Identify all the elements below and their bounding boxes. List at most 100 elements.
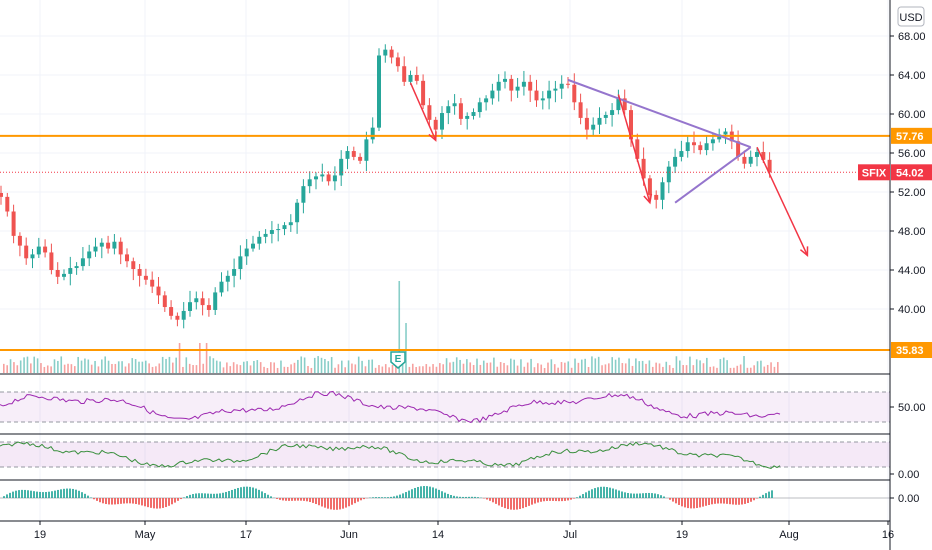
volume-bar	[303, 357, 306, 373]
volume-bar	[354, 364, 357, 373]
candle-body	[377, 55, 381, 128]
macd-bar	[675, 498, 677, 504]
macd-bar	[240, 487, 242, 498]
candle-body	[307, 179, 312, 187]
volume-bar	[148, 363, 150, 373]
macd-bar	[432, 487, 434, 498]
macd-bar	[390, 496, 392, 498]
macd-bar	[48, 491, 50, 498]
volume-bar	[472, 364, 475, 373]
macd-bar	[714, 498, 716, 504]
candle-body	[496, 81, 501, 91]
macd-bar	[333, 498, 335, 510]
volume-bar	[777, 362, 779, 373]
earnings-marker[interactable]: E	[390, 351, 406, 369]
candle-body	[194, 298, 199, 303]
macd-bar	[471, 496, 473, 498]
macd-bar	[435, 488, 437, 498]
rsi-series	[0, 390, 781, 424]
macd-bar	[306, 498, 308, 502]
volume-bar	[391, 364, 394, 373]
macd-bar	[114, 498, 116, 505]
candle-body	[698, 145, 703, 151]
volume-bar	[665, 361, 668, 373]
volume-bar	[466, 359, 468, 373]
price-tick-label: 44.00	[898, 265, 926, 277]
volume-bar	[685, 365, 688, 373]
volume-bar	[347, 360, 350, 373]
volume-bar	[608, 363, 610, 373]
candle-body	[206, 305, 211, 310]
macd-bar	[228, 491, 230, 498]
macd-bar	[24, 489, 26, 498]
stoch-band	[0, 442, 890, 467]
volume-bar	[381, 366, 384, 373]
volume-bar	[334, 367, 336, 373]
volume-bar	[351, 363, 353, 373]
volume-bar	[46, 365, 49, 373]
macd-bar	[165, 498, 167, 508]
macd-bar	[357, 498, 359, 502]
volume-bar	[638, 361, 641, 373]
volume-bar	[547, 362, 549, 373]
volume-bar	[378, 365, 380, 373]
macd-bar	[225, 491, 227, 498]
volume-bar	[215, 360, 218, 373]
macd-bar	[552, 498, 554, 501]
volume-bar	[256, 360, 259, 373]
candle-body	[534, 90, 539, 101]
macd-bar	[33, 491, 35, 498]
candle-body	[74, 266, 79, 269]
volume-bar	[178, 343, 181, 373]
candle-body	[175, 315, 180, 320]
price-tick-label: 64.00	[898, 70, 926, 82]
price-scale[interactable]	[890, 0, 932, 550]
volume-bar	[618, 357, 620, 373]
macd-bar	[138, 498, 140, 505]
volume-bar	[226, 362, 228, 373]
candle-body	[559, 83, 564, 89]
macd-bar	[672, 498, 674, 502]
candle-body	[465, 115, 470, 119]
candle-body	[603, 114, 608, 118]
macd-bar	[759, 496, 761, 498]
volume-bar	[368, 359, 370, 373]
macd-bar	[174, 498, 176, 503]
candle-body	[251, 243, 255, 249]
candle-body	[188, 302, 192, 311]
volume-bar	[668, 365, 671, 373]
volume-bar	[134, 359, 137, 373]
macd-bar	[495, 498, 497, 504]
currency-badge[interactable]	[897, 6, 925, 27]
candle-body	[219, 281, 224, 293]
volume-bar	[739, 364, 742, 373]
time-tick-label: Aug	[779, 529, 799, 541]
macd-bar	[381, 497, 383, 498]
macd-bar	[453, 495, 455, 498]
macd-bar	[747, 498, 749, 504]
candle-body	[748, 156, 753, 164]
volume-bar	[709, 366, 712, 373]
time-tick-label: 19	[34, 529, 46, 541]
macd-bar	[87, 495, 89, 498]
candle-body	[55, 270, 60, 277]
macd-bar	[717, 498, 719, 504]
macd-bar	[486, 498, 488, 500]
macd-bar	[546, 498, 548, 501]
candle-body	[622, 98, 627, 111]
volume-bar	[253, 360, 255, 373]
macd-bar	[216, 493, 218, 498]
volume-bar	[442, 364, 444, 373]
volume-bar	[611, 357, 613, 373]
macd-bar	[678, 498, 680, 505]
macd-bar	[339, 498, 341, 510]
volume-bar	[138, 361, 140, 373]
macd-bar	[741, 498, 743, 505]
candle-body	[742, 156, 747, 164]
volume-bar	[73, 366, 76, 373]
macd-bar	[540, 498, 542, 502]
volume-bar	[746, 367, 749, 373]
volume-bar	[422, 366, 424, 373]
drawings	[409, 78, 809, 257]
